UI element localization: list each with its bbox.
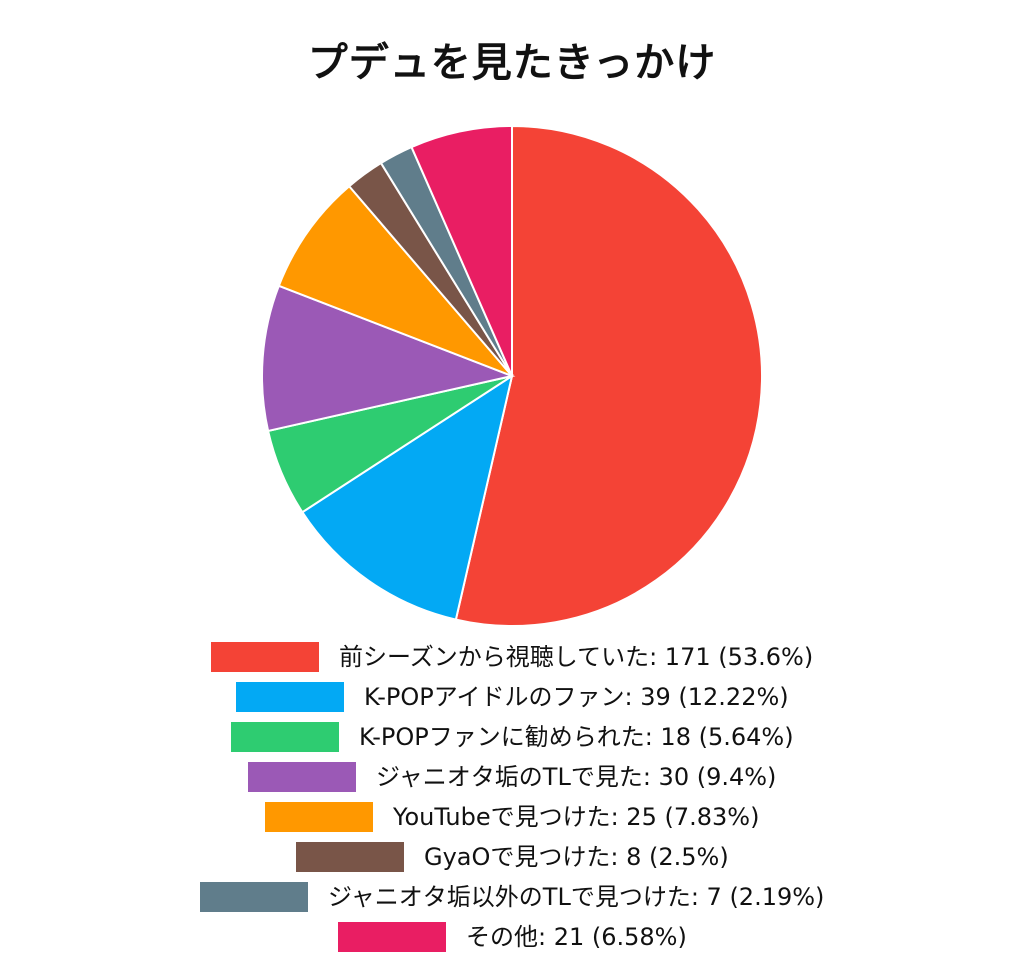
legend-item: K-POPファンに勧められた: 18 (5.64%): [231, 720, 794, 754]
pie-slice-1: [300, 373, 514, 621]
pie-chart: [261, 124, 763, 627]
legend-label: GyaOで見つけた: 8 (2.5%): [424, 843, 729, 871]
legend-item: ジャニオタ垢以外のTLで見つけた: 7 (2.19%): [200, 880, 824, 914]
legend-label: 前シーズンから視聴していた: 171 (53.6%): [339, 643, 814, 671]
legend-item: 前シーズンから視聴していた: 171 (53.6%): [211, 640, 813, 674]
legend-swatch: [211, 642, 319, 672]
legend-item: GyaOで見つけた: 8 (2.5%): [296, 840, 729, 874]
legend-swatch: [338, 922, 446, 952]
legend-item: ジャニオタ垢のTLで見た: 30 (9.4%): [248, 760, 776, 794]
legend-item: その他: 21 (6.58%): [338, 920, 687, 954]
legend-label: ジャニオタ垢以外のTLで見つけた: 7 (2.19%): [328, 883, 825, 911]
legend-item: YouTubeで見つけた: 25 (7.83%): [265, 800, 759, 834]
legend-swatch: [265, 802, 373, 832]
legend-swatch: [231, 722, 339, 752]
legend-label: K-POPアイドルのファン: 39 (12.22%): [364, 683, 789, 711]
pie-slice-0: [454, 124, 763, 627]
pie-slice-3: [261, 284, 516, 433]
legend-swatch: [236, 682, 344, 712]
legend-swatch: [200, 882, 308, 912]
legend-label: その他: 21 (6.58%): [466, 923, 687, 951]
legend-item: K-POPアイドルのファン: 39 (12.22%): [236, 680, 789, 714]
chart-title: プデュを見たきっかけ: [307, 40, 717, 86]
legend-label: K-POPファンに勧められた: 18 (5.64%): [359, 723, 794, 751]
legend-swatch: [248, 762, 356, 792]
legend-label: ジャニオタ垢のTLで見た: 30 (9.4%): [376, 763, 777, 791]
legend-swatch: [296, 842, 404, 872]
pie-slice-4: [277, 184, 513, 377]
pie-slice-7: [410, 124, 513, 377]
legend-label: YouTubeで見つけた: 25 (7.83%): [393, 803, 760, 831]
